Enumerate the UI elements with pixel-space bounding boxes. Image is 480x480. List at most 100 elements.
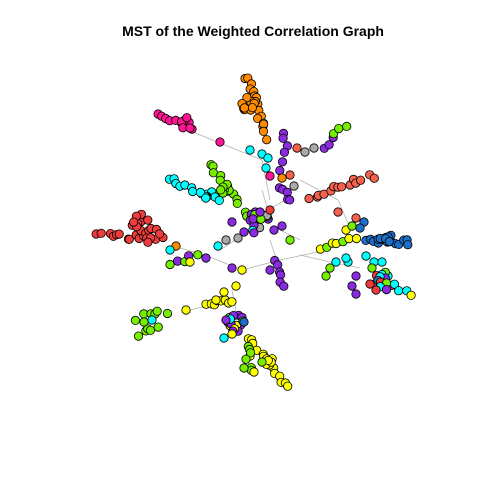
- mst-node: [367, 263, 377, 273]
- mst-node: [309, 143, 319, 153]
- mst-node: [130, 315, 140, 325]
- mst-node: [182, 113, 192, 123]
- mst-node: [265, 171, 275, 181]
- mst-node: [292, 143, 302, 153]
- mst-node: [269, 225, 279, 235]
- mst-node: [341, 253, 351, 263]
- mst-node: [231, 281, 241, 291]
- mst-node: [351, 213, 361, 223]
- mst-node: [262, 135, 272, 145]
- mst-node: [285, 195, 295, 205]
- mst-node: [201, 193, 211, 203]
- mst-node: [181, 305, 191, 315]
- mst-node: [403, 240, 413, 250]
- mst-node: [275, 165, 285, 176]
- mst-node: [195, 187, 205, 197]
- mst-node: [278, 133, 288, 143]
- mst-node: [261, 163, 271, 173]
- mst-node: [239, 363, 249, 373]
- mst-node: [365, 279, 375, 289]
- mst-node: [384, 236, 394, 247]
- mst-node: [279, 281, 289, 291]
- mst-node: [215, 137, 225, 147]
- mst-node: [165, 245, 175, 255]
- mst-node: [246, 348, 256, 358]
- mst-node: [165, 259, 175, 270]
- mst-node: [333, 207, 343, 217]
- mst-node: [277, 221, 287, 231]
- mst-node: [221, 235, 231, 245]
- mst-node: [201, 253, 211, 263]
- mst-node: [347, 221, 357, 231]
- mst-node: [219, 333, 229, 343]
- mst-node: [152, 306, 162, 316]
- mst-edge: [279, 251, 319, 261]
- mst-node: [249, 228, 259, 238]
- mst-node: [147, 315, 157, 325]
- mst-node: [139, 317, 149, 327]
- mst-node: [255, 207, 265, 217]
- mst-node: [227, 297, 237, 307]
- mst-node: [211, 295, 221, 305]
- mst-node: [221, 315, 231, 325]
- mst-node: [351, 271, 361, 281]
- mst-node: [331, 257, 341, 267]
- mst-node: [336, 182, 347, 192]
- mst-node: [361, 251, 371, 261]
- mst-node: [214, 195, 224, 205]
- mst-node: [355, 175, 366, 185]
- mst-node: [265, 265, 275, 275]
- mst-node: [263, 153, 273, 163]
- mst-node: [406, 290, 416, 300]
- mst-node: [257, 357, 267, 367]
- mst-node: [377, 257, 387, 267]
- mst-node: [213, 241, 223, 251]
- mst-node: [227, 329, 237, 339]
- mst-edge: [299, 254, 331, 263]
- mst-edge: [337, 199, 351, 229]
- mst-node: [129, 217, 139, 227]
- mst-node: [285, 235, 295, 245]
- mst-node: [233, 233, 243, 243]
- mst-node: [153, 322, 163, 332]
- mst-node: [133, 331, 144, 341]
- mst-node: [334, 124, 344, 134]
- mst-node: [321, 271, 331, 281]
- mst-node: [381, 284, 392, 295]
- mst-edge: [187, 129, 263, 161]
- mst-node: [277, 173, 287, 183]
- mst-node: [300, 147, 310, 157]
- mst-node: [162, 308, 173, 319]
- mst-node: [249, 367, 259, 377]
- mst-node: [248, 214, 258, 224]
- mst-node: [227, 263, 237, 273]
- mst-node: [145, 325, 156, 335]
- mst-node: [188, 186, 198, 197]
- mst-node: [289, 181, 299, 191]
- mst-node: [114, 229, 124, 239]
- mst-node: [239, 103, 250, 113]
- mst-node: [265, 205, 275, 215]
- mst-edge: [279, 229, 301, 241]
- figure-title: MST of the Weighted Correlation Graph: [122, 23, 384, 39]
- mst-node: [347, 281, 357, 291]
- mst-node: [325, 263, 335, 273]
- mst-node: [342, 121, 352, 132]
- mst-node: [193, 250, 203, 260]
- mst-node: [242, 93, 252, 103]
- mst-node: [355, 223, 365, 233]
- mst-node: [219, 287, 229, 297]
- mst-node: [369, 173, 379, 183]
- mst-node: [143, 215, 153, 225]
- mst-node: [351, 233, 362, 244]
- mst-node: [185, 257, 195, 267]
- mst-node: [285, 170, 295, 180]
- mst-node: [304, 193, 314, 204]
- mst-node: [324, 140, 334, 150]
- mst-node: [155, 229, 165, 239]
- mst-node: [283, 381, 293, 391]
- mst-edge: [299, 179, 339, 201]
- mst-node: [247, 103, 257, 113]
- mst-node: [216, 185, 226, 195]
